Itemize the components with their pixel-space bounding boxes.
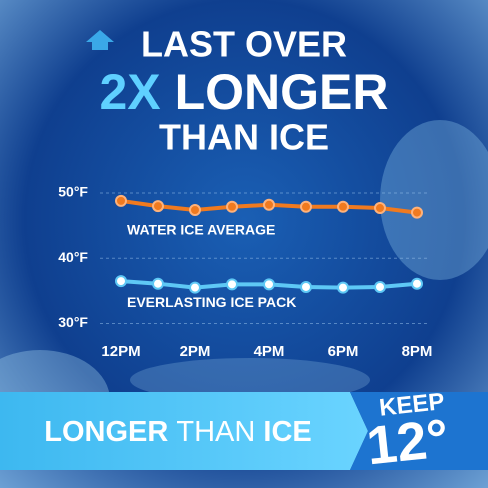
- banner-word: LONGER: [44, 416, 168, 448]
- chart: 30°F 40°F 50°F 12PM 2PM 4PM 6PM 8PM WATER ICE AV…: [58, 180, 432, 360]
- y-tick-label: 40°F: [58, 249, 88, 265]
- point: [374, 280, 386, 293]
- point: [189, 204, 201, 216]
- series-label: EVERLASTING ICE PACK: [127, 294, 296, 310]
- x-tick-label: 4PM: [254, 343, 285, 360]
- ice-floor: [130, 358, 370, 402]
- point: [226, 200, 238, 213]
- x-tick-label: 2PM: [180, 343, 211, 360]
- headline-3: THAN ICE: [159, 117, 329, 158]
- point: [411, 206, 423, 219]
- banner-text: LONGER THAN ICE: [44, 416, 311, 448]
- point: [337, 200, 349, 213]
- y-tick-label: 50°F: [58, 184, 88, 200]
- arrow-icon: [86, 30, 114, 50]
- banner: [0, 392, 368, 470]
- point: [226, 278, 238, 291]
- series-label: WATER ICE AVERAGE: [127, 222, 275, 238]
- point: [152, 200, 164, 213]
- x-tick-label: 6PM: [328, 343, 359, 360]
- point: [263, 198, 275, 211]
- banner-word: ICE: [263, 416, 311, 448]
- ice-cave: [380, 120, 488, 280]
- point: [115, 275, 127, 288]
- x-tick-label: 12PM: [101, 343, 140, 360]
- point: [115, 194, 127, 207]
- y-tick-label: 30°F: [58, 314, 88, 330]
- point: [152, 277, 164, 290]
- badge: [350, 392, 488, 470]
- headline-2: 2X LONGER: [100, 64, 389, 120]
- banner-word: THAN: [176, 416, 255, 448]
- headline-1: LAST OVER: [141, 24, 347, 65]
- x-tick-label: 8PM: [402, 343, 433, 360]
- headline-word: LONGER: [175, 64, 389, 120]
- point: [337, 281, 349, 294]
- headline-highlight: 2X: [100, 64, 161, 120]
- point: [189, 281, 201, 294]
- point: [374, 202, 386, 215]
- point: [300, 280, 312, 293]
- point: [411, 277, 423, 290]
- point: [263, 278, 275, 291]
- badge-value: 12°: [364, 408, 451, 476]
- point: [300, 200, 312, 213]
